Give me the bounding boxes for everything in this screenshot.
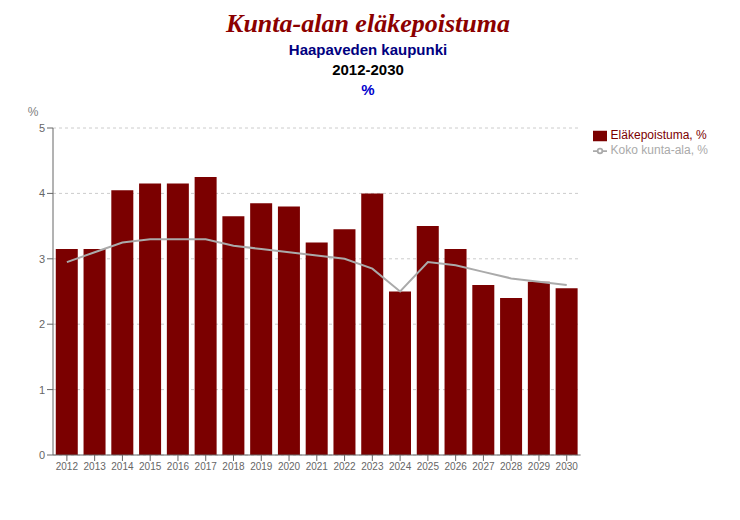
svg-text:3: 3 [39, 253, 45, 265]
svg-text:2022: 2022 [333, 461, 356, 472]
svg-text:2012: 2012 [56, 461, 79, 472]
svg-text:2027: 2027 [472, 461, 495, 472]
svg-text:2029: 2029 [528, 461, 551, 472]
svg-text:2028: 2028 [500, 461, 523, 472]
html-text:Eläkepoistuma, %: Eläkepoistuma, % [610, 128, 707, 142]
svg-text:0: 0 [39, 449, 45, 461]
html-text:2012-2030: 2012-2030 [332, 61, 404, 78]
svg-text:2025: 2025 [417, 461, 440, 472]
svg-text:2018: 2018 [222, 461, 245, 472]
svg-text:2017: 2017 [195, 461, 218, 472]
svg-text:5: 5 [39, 122, 45, 134]
svg-text:2024: 2024 [389, 461, 412, 472]
svg-text:2019: 2019 [250, 461, 273, 472]
html-text:Haapaveden kaupunki: Haapaveden kaupunki [288, 41, 448, 58]
svg-text:2023: 2023 [361, 461, 384, 472]
svg-text:4: 4 [39, 187, 45, 199]
svg-text:2: 2 [39, 318, 45, 330]
svg-text:2016: 2016 [167, 461, 190, 472]
svg-text:2020: 2020 [278, 461, 301, 472]
svg-text:2030: 2030 [556, 461, 579, 472]
html-text:Kunta-alan eläkepoistuma: Kunta-alan eläkepoistuma [226, 9, 510, 38]
svg-text:1: 1 [39, 384, 45, 396]
svg-text:2026: 2026 [445, 461, 468, 472]
html-text:Koko kunta-ala, %: Koko kunta-ala, % [610, 142, 708, 157]
svg-text:2021: 2021 [306, 461, 329, 472]
svg-text:2014: 2014 [111, 461, 134, 472]
svg-text:2013: 2013 [84, 461, 107, 472]
svg-text:2015: 2015 [139, 461, 162, 472]
svg-text:%: % [28, 105, 39, 119]
